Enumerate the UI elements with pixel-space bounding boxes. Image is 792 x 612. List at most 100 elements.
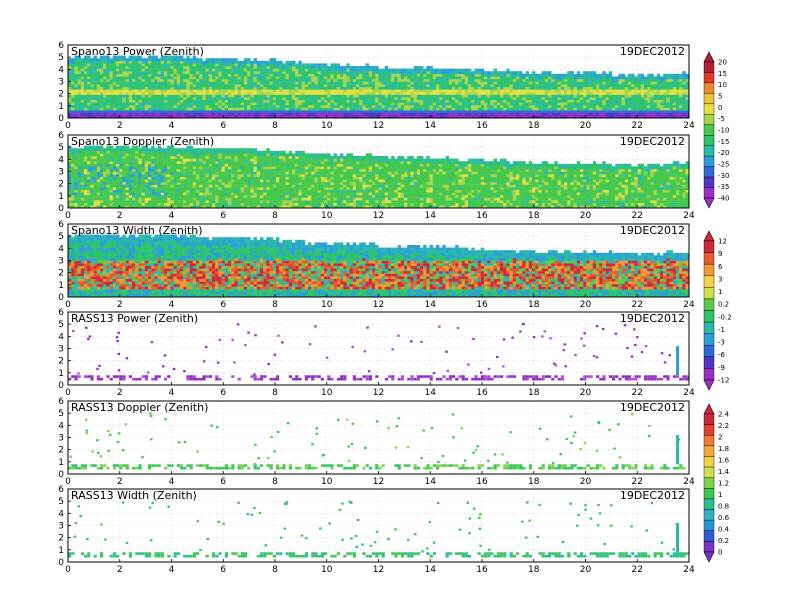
heat-cell <box>84 174 88 177</box>
heat-cell <box>583 110 587 113</box>
heat-cell <box>116 58 120 61</box>
heat-cell <box>532 76 536 80</box>
heat-cell <box>416 110 421 113</box>
heat-cell <box>192 99 197 103</box>
heat-cell <box>154 202 158 206</box>
heat-cell <box>343 115 347 119</box>
heat-cell <box>612 110 616 113</box>
heat-cell <box>442 84 446 87</box>
heat-cell <box>640 76 645 80</box>
heat-cell <box>192 169 197 172</box>
heat-cell <box>154 73 158 77</box>
heat-cell <box>151 68 155 72</box>
heat-cell <box>663 73 667 77</box>
heat-cell <box>448 89 453 93</box>
heat-cell <box>80 60 85 64</box>
heat-cell <box>372 81 376 85</box>
heat-cell <box>624 79 629 82</box>
heat-cell <box>132 166 136 170</box>
heat-cell <box>112 97 117 100</box>
heat-cell <box>180 200 184 203</box>
heat-cell <box>224 99 229 103</box>
heat-cell <box>592 105 597 108</box>
heat-cell <box>132 97 136 100</box>
heat-cell <box>500 115 504 119</box>
heat-cell <box>628 86 632 90</box>
heat-cell <box>93 184 97 188</box>
heat-cell <box>471 115 475 119</box>
heat-cell <box>125 148 129 151</box>
heat-cell <box>253 99 257 103</box>
heat-cell <box>186 79 190 82</box>
heat-cell <box>311 79 315 82</box>
heat-cell <box>522 99 526 103</box>
heat-cell <box>106 97 110 100</box>
heat-cell <box>621 112 625 116</box>
heat-cell <box>260 97 264 100</box>
heat-cell <box>288 99 293 103</box>
heat-cell <box>301 68 305 72</box>
heat-cell <box>90 195 94 198</box>
heat-cell <box>362 99 366 103</box>
heat-cell <box>525 102 529 106</box>
heat-cell <box>381 71 385 74</box>
heat-cell <box>269 110 273 113</box>
heat-cell <box>90 197 94 201</box>
heat-cell <box>154 163 158 167</box>
heat-cell <box>93 81 97 85</box>
heat-cell <box>119 197 123 201</box>
heat-cell <box>378 81 382 85</box>
heat-cell <box>148 89 152 93</box>
heat-cell <box>247 110 251 113</box>
heat-cell <box>100 112 104 116</box>
heat-cell <box>157 161 161 164</box>
heat-cell <box>333 84 337 87</box>
heat-cell <box>106 145 110 149</box>
heat-cell <box>132 107 136 111</box>
heat-cell <box>308 92 312 95</box>
heat-cell <box>240 115 245 119</box>
heat-cell <box>333 68 337 72</box>
heat-cell <box>186 192 190 196</box>
heat-cell <box>256 105 261 108</box>
heat-cell <box>135 202 139 206</box>
heat-cell <box>666 73 670 77</box>
heat-cell <box>151 205 155 209</box>
heat-cell <box>314 105 318 108</box>
heat-cell <box>493 68 497 72</box>
heat-cell <box>234 60 238 64</box>
heat-cell <box>349 86 353 90</box>
heat-cell <box>180 153 184 157</box>
heat-cell <box>148 150 152 154</box>
heat-cell <box>436 112 440 116</box>
heat-cell <box>471 84 475 87</box>
heat-cell <box>135 112 139 116</box>
heat-cell <box>141 86 145 90</box>
heat-cell <box>253 71 257 74</box>
heat-cell <box>122 195 126 198</box>
heat-cell <box>90 66 94 69</box>
heat-cell <box>74 76 78 80</box>
heat-cell <box>445 86 449 90</box>
heat-cell <box>528 79 533 82</box>
heat-cell <box>560 76 565 80</box>
heat-cell <box>173 60 177 64</box>
heat-cell <box>519 73 523 77</box>
heat-cell <box>391 94 395 98</box>
heat-cell <box>135 145 139 149</box>
heat-cell <box>311 84 315 87</box>
heat-cell <box>317 99 321 103</box>
heat-cell <box>173 197 177 201</box>
heat-cell <box>212 66 216 69</box>
heat-cell <box>279 81 283 85</box>
heat-cell <box>368 94 373 98</box>
heat-cell <box>164 148 168 151</box>
heat-cell <box>471 110 475 113</box>
heat-cell <box>128 197 133 201</box>
heat-cell <box>576 84 581 87</box>
heat-cell <box>250 60 254 64</box>
heat-cell <box>519 102 523 106</box>
heat-cell <box>596 115 600 119</box>
heat-cell <box>298 94 302 98</box>
heat-cell <box>141 169 145 172</box>
